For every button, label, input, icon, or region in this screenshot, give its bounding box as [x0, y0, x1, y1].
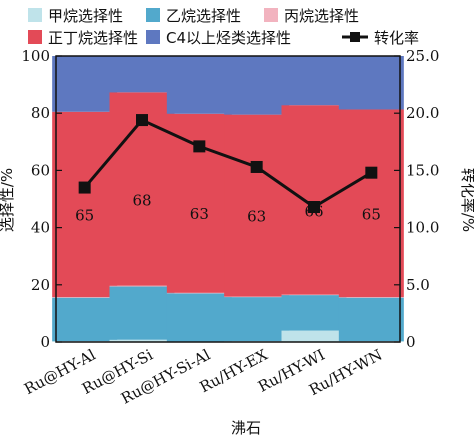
bar-segment: [281, 105, 347, 295]
y-tick-label-right: 25.0: [406, 47, 439, 65]
plot-frame: [55, 55, 401, 343]
bar-segment: [109, 56, 175, 93]
conversion-point: [308, 201, 320, 214]
legend-swatch: [264, 8, 278, 22]
conversion-point: [136, 114, 148, 127]
bar-value-label: 65: [75, 207, 94, 225]
y-tick-label-right: 15.0: [406, 161, 439, 179]
y-tick-label-right: 0: [406, 333, 416, 351]
legend-label: 乙烷选择性: [166, 7, 241, 25]
bar-value-label: 63: [190, 205, 209, 223]
legend-line-marker: [350, 32, 360, 42]
bar-segment: [52, 111, 118, 298]
plot-area: 656863636665: [52, 56, 404, 342]
conversion-point: [193, 140, 206, 153]
x-axis-label: 沸石: [231, 419, 261, 437]
bar-value-label: 63: [247, 208, 266, 226]
bar-value-label: 68: [132, 192, 151, 210]
conversion-point: [365, 166, 378, 179]
bar-segment: [52, 297, 118, 298]
y-tick-label-left: 100: [21, 47, 50, 65]
bar-segment: [109, 339, 175, 342]
legend-swatch: [28, 30, 42, 44]
bar-segment: [281, 294, 347, 296]
bar-segment: [338, 56, 404, 110]
y-tick-label-right: 10.0: [406, 219, 439, 237]
legend-label: 正丁烷选择性: [48, 29, 138, 47]
bar-segment: [338, 297, 404, 298]
bar-segment: [52, 297, 118, 342]
bar-segment: [224, 56, 290, 115]
y-tick-label-left: 20: [31, 276, 50, 294]
bar-segment: [281, 330, 347, 342]
bar-segment: [224, 114, 290, 297]
bar-segment: [109, 286, 175, 340]
conversion-point: [250, 160, 263, 173]
conversion-point: [78, 181, 91, 194]
legend-swatch: [28, 8, 42, 22]
y-tick-label-left: 80: [31, 104, 50, 122]
bar-segment: [166, 56, 232, 114]
bar-value-label: 65: [362, 206, 381, 224]
y-tick-label-left: 0: [40, 333, 50, 351]
bar-segment: [52, 56, 118, 112]
bar-segment: [224, 297, 290, 342]
y-axis-left-label: 选择性/%: [0, 168, 16, 232]
bar-segment: [338, 109, 404, 298]
legend-label: 转化率: [374, 29, 419, 47]
bar-segment: [281, 56, 347, 106]
bar-segment: [281, 295, 347, 331]
y-axis-right-label: 转化率/%: [459, 168, 474, 232]
bar-segment: [166, 292, 232, 294]
bar-segment: [224, 296, 290, 298]
bar-segment: [338, 297, 404, 342]
y-tick-label-left: 60: [31, 161, 50, 179]
bar-segment: [166, 293, 232, 342]
legend-label: 甲烷选择性: [48, 7, 123, 25]
conversion-line: [83, 118, 373, 209]
y-tick-label-left: 40: [31, 219, 50, 237]
legend-swatch: [146, 30, 160, 44]
legend-swatch: [146, 8, 160, 22]
legend-label: 丙烷选择性: [284, 7, 359, 25]
y-tick-label-right: 5.0: [406, 276, 430, 294]
legend-label: C4以上烃类选择性: [166, 29, 291, 47]
y-tick-label-right: 20.0: [406, 104, 439, 122]
bar-segment: [109, 285, 175, 287]
